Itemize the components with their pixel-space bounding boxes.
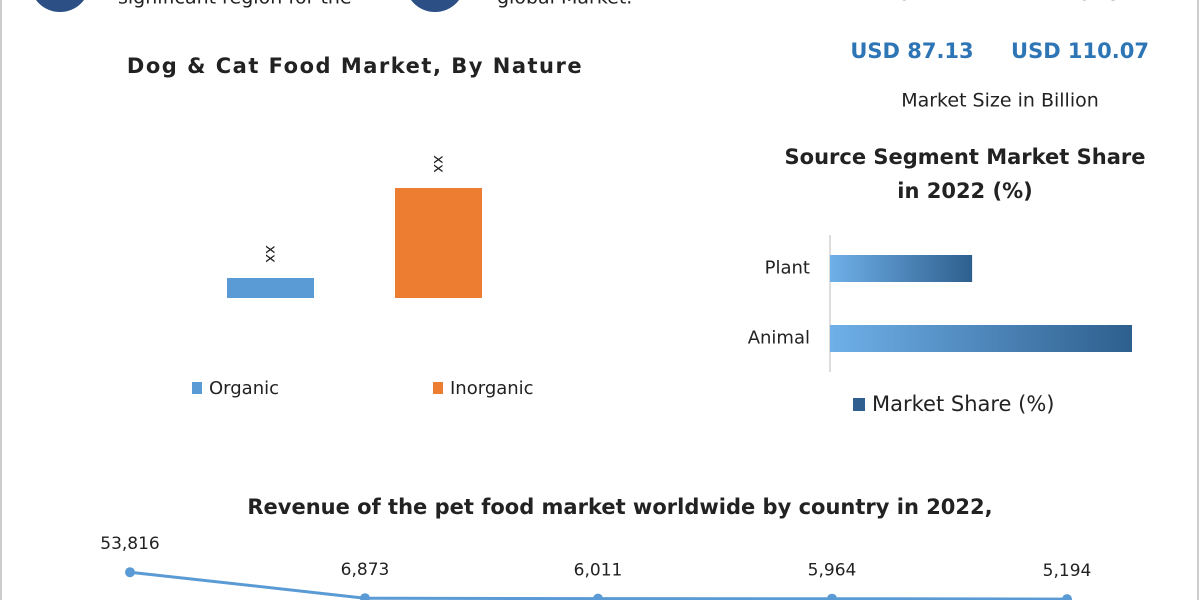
legend-label: Organic [209, 378, 279, 399]
data-label: 6,873 [341, 560, 390, 580]
market-value: USD 87.13 [850, 39, 973, 63]
header-text: significant region for the [118, 0, 352, 9]
data-label: xx [430, 155, 448, 173]
caption: Market Size in Billion [901, 90, 1099, 112]
legend-swatch [433, 382, 443, 394]
bar [395, 188, 482, 298]
data-label: 5,964 [808, 561, 857, 581]
legend-label: Inorganic [450, 378, 534, 399]
data-label: 6,011 [574, 561, 623, 581]
bar [830, 255, 973, 282]
legend-label: Market Share (%) [872, 392, 1054, 416]
data-label: 53,816 [100, 534, 159, 554]
legend-swatch [192, 382, 202, 394]
y-tick-label: Animal [748, 328, 810, 349]
chart-title: Revenue of the pet food market worldwide… [247, 495, 992, 519]
point [593, 593, 603, 600]
year: 2022 [881, 0, 942, 6]
data-label: xx [262, 245, 280, 263]
market-value: USD 110.07 [1011, 39, 1149, 63]
bar [227, 278, 314, 298]
point [360, 593, 370, 600]
legend-swatch [853, 398, 865, 411]
bar [830, 325, 1132, 352]
chart-title: Dog & Cat Food Market, By Nature [127, 54, 583, 78]
logo [36, 0, 84, 12]
point [827, 593, 837, 600]
data-label: 5,194 [1043, 561, 1092, 581]
y-tick-label: Plant [765, 258, 810, 279]
point [1062, 594, 1072, 600]
point [125, 567, 135, 578]
logo [411, 0, 459, 12]
header-text: global Market. [497, 0, 632, 9]
year: 2029 [1061, 0, 1122, 6]
chart-title: Source Segment Market Share in 2022 (%) [784, 145, 1146, 203]
